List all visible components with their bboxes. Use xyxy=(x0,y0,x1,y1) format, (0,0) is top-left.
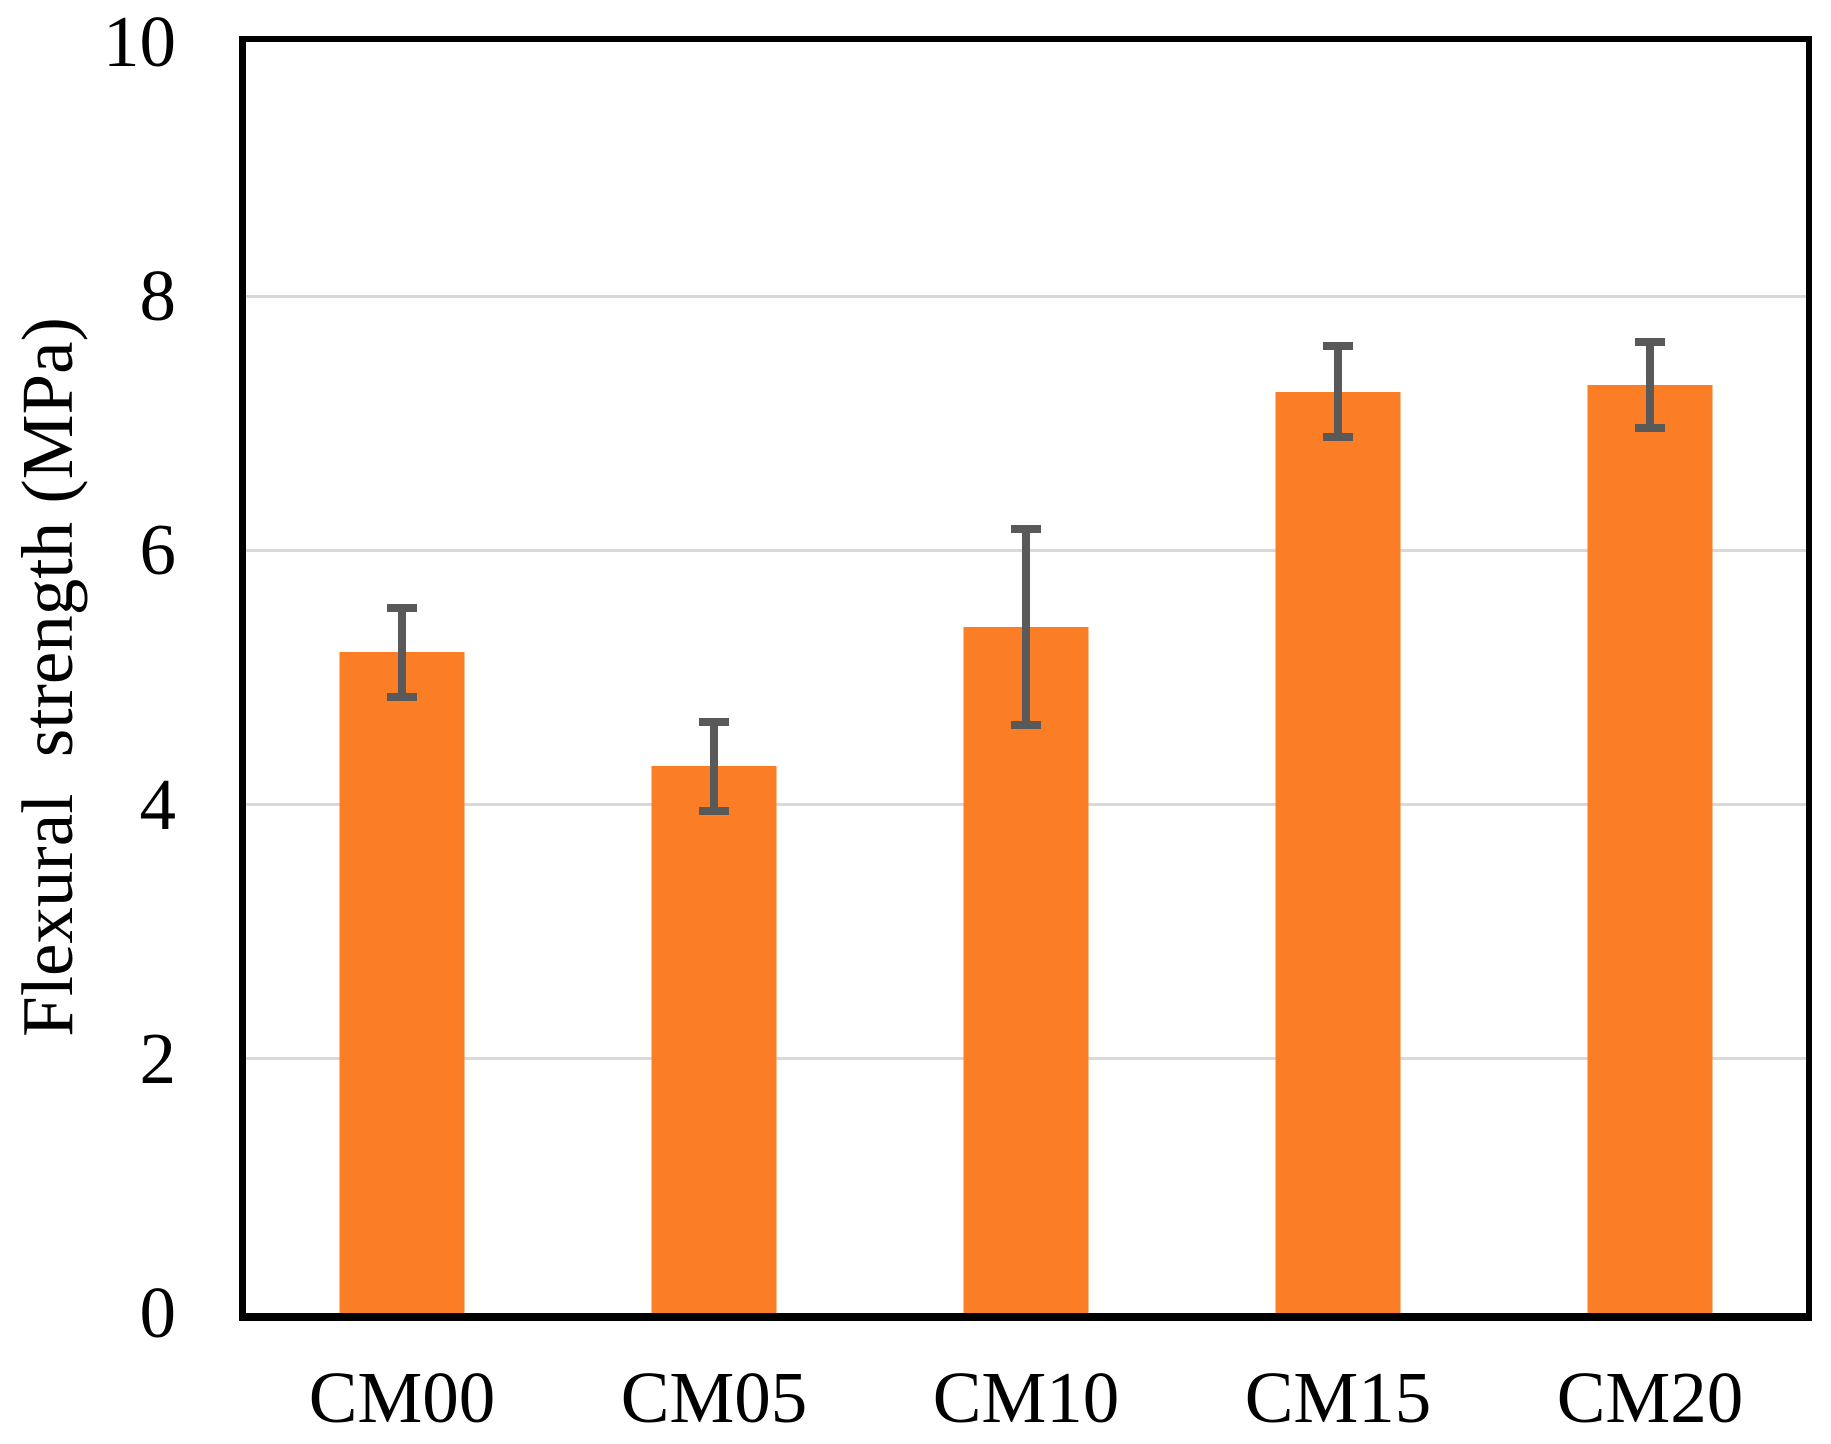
error-bar-cap-bottom xyxy=(1635,424,1665,433)
bar-slot-cm15 xyxy=(1182,42,1494,1313)
y-tick-label-4: 4 xyxy=(139,763,177,845)
error-bar-cm10 xyxy=(1011,524,1041,729)
x-axis-label-cm20: CM20 xyxy=(1556,1357,1744,1438)
plot-area xyxy=(239,36,1812,1321)
bar-cm10 xyxy=(963,626,1089,1313)
bar-slot-cm05 xyxy=(558,42,870,1313)
error-bar-stem xyxy=(1022,528,1030,725)
error-bar-cm20 xyxy=(1635,337,1665,433)
bar-cm05 xyxy=(651,766,777,1313)
error-bar-stem xyxy=(710,722,718,811)
error-bar-cap-top xyxy=(1011,524,1041,533)
y-tick-label-2: 2 xyxy=(139,1017,177,1099)
error-bar-cm05 xyxy=(699,718,729,815)
bar-series xyxy=(246,42,1806,1313)
bar-slot-cm10 xyxy=(870,42,1182,1313)
error-bar-stem xyxy=(1334,345,1342,438)
x-axis-label-cm00: CM00 xyxy=(308,1357,496,1438)
bar-slot-cm00 xyxy=(246,42,558,1313)
error-bar-cm15 xyxy=(1323,341,1353,442)
error-bar-cap-bottom xyxy=(387,692,417,701)
error-bar-stem xyxy=(398,607,406,697)
bar-slot-cm20 xyxy=(1494,42,1806,1313)
bar-cm15 xyxy=(1275,391,1401,1313)
y-tick-label-10: 10 xyxy=(103,1,176,82)
gridline-y-8 xyxy=(246,294,1806,298)
error-bar-cap-top xyxy=(699,718,729,726)
x-axis-label-cm15: CM15 xyxy=(1244,1357,1432,1438)
y-tick-label-0: 0 xyxy=(139,1272,177,1353)
error-bar-cap-top xyxy=(387,603,417,612)
error-bar-cap-bottom xyxy=(1011,720,1041,729)
error-bar-cm00 xyxy=(387,603,417,701)
bar-cm00 xyxy=(339,652,465,1313)
x-axis-category-labels: CM00 CM05 CM10 CM15 CM20 xyxy=(246,1356,1806,1440)
y-tick-label-6: 6 xyxy=(139,509,177,591)
y-tick-label-8: 8 xyxy=(139,255,177,337)
error-bar-cap-top xyxy=(1323,341,1353,350)
bar-cm20 xyxy=(1587,385,1713,1313)
error-bar-cap-top xyxy=(1635,337,1665,346)
x-axis-label-cm10: CM10 xyxy=(932,1357,1120,1438)
error-bar-cap-bottom xyxy=(1323,433,1353,442)
y-axis-tick-labels: 0 2 4 6 8 10 xyxy=(0,1,177,1353)
error-bar-cap-bottom xyxy=(699,806,729,815)
x-axis-label-cm05: CM05 xyxy=(620,1357,808,1438)
error-bar-stem xyxy=(1646,341,1654,429)
